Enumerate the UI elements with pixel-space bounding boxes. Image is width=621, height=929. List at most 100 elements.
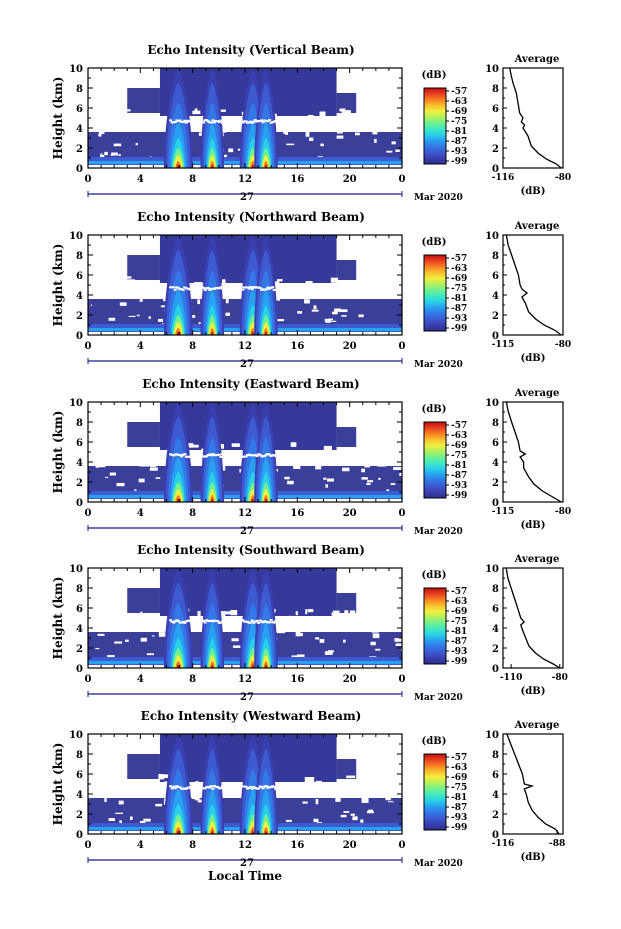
echo-gap bbox=[117, 286, 124, 289]
echo-gap bbox=[198, 122, 203, 128]
colorbar-unit: (dB) bbox=[422, 570, 447, 581]
echo-gap bbox=[190, 444, 199, 448]
melting-layer-mark bbox=[233, 287, 237, 290]
profile-y-tick-label: 0 bbox=[492, 664, 499, 675]
echo-highlayer-left bbox=[127, 88, 160, 113]
melting-layer-mark bbox=[241, 619, 245, 622]
echo-gap bbox=[115, 812, 123, 814]
melting-layer-mark bbox=[172, 286, 176, 289]
echo-gap bbox=[223, 154, 228, 158]
melting-layer-mark bbox=[192, 286, 196, 289]
colorbar-tick-label: -57 bbox=[451, 87, 467, 97]
colorbar-tick-label: -93 bbox=[451, 314, 467, 324]
melting-layer-mark bbox=[230, 619, 234, 622]
colorbar-tick-label: -69 bbox=[451, 107, 467, 117]
melting-layer-mark bbox=[178, 621, 182, 624]
echo-gap bbox=[113, 143, 122, 147]
echo-gap bbox=[394, 638, 402, 642]
melting-layer-mark bbox=[186, 455, 190, 458]
echo-gap bbox=[342, 791, 351, 795]
melting-layer-mark bbox=[261, 787, 265, 790]
echo-highlayer-right bbox=[336, 759, 357, 779]
echo-gap bbox=[225, 298, 229, 304]
x-tick-label: 20 bbox=[343, 341, 357, 352]
melting-layer-mark bbox=[222, 453, 226, 456]
melting-layer-mark bbox=[173, 120, 177, 123]
melting-layer-mark bbox=[175, 619, 179, 622]
echo-gap bbox=[127, 279, 136, 282]
colorbar-tick-label: -57 bbox=[451, 421, 467, 431]
echo-gap bbox=[158, 774, 165, 780]
melting-layer-mark bbox=[263, 620, 267, 623]
melting-layer-mark bbox=[213, 287, 217, 290]
melting-layer-mark bbox=[277, 455, 281, 458]
plume-2-layer-8 bbox=[251, 830, 255, 834]
echo-gap bbox=[324, 651, 333, 655]
profile-line bbox=[509, 67, 562, 169]
melting-layer-mark bbox=[253, 286, 257, 289]
melting-layer-mark bbox=[271, 785, 275, 788]
echo-gap bbox=[342, 467, 350, 472]
melting-layer-mark bbox=[202, 121, 206, 124]
echo-gap bbox=[349, 116, 352, 120]
echo-gap bbox=[322, 457, 333, 463]
echo-gap bbox=[103, 276, 111, 279]
colorbar-tick-label: -75 bbox=[451, 284, 467, 294]
melting-layer-mark bbox=[271, 286, 275, 289]
x-tick-label: 16 bbox=[290, 674, 304, 685]
melting-layer-mark bbox=[186, 786, 190, 789]
echo-gap bbox=[323, 477, 327, 480]
echo-gap bbox=[98, 442, 105, 447]
melting-layer-mark bbox=[253, 787, 257, 790]
echo-gap bbox=[136, 314, 140, 317]
echo-gap bbox=[111, 287, 118, 290]
colorbar-tick-label: -63 bbox=[451, 597, 467, 607]
profile-y-tick-label: 6 bbox=[492, 604, 499, 615]
melting-layer-mark bbox=[249, 785, 253, 788]
melting-layer-mark bbox=[247, 453, 251, 456]
profile-y-tick-label: 0 bbox=[492, 830, 499, 841]
melting-layer-mark bbox=[195, 621, 199, 624]
melting-layer-mark bbox=[211, 620, 215, 623]
profile-y-tick-label: 6 bbox=[492, 770, 499, 781]
echo-gap bbox=[137, 621, 145, 624]
melting-layer-mark bbox=[175, 119, 179, 122]
melting-layer-mark bbox=[257, 621, 261, 624]
echo-gap bbox=[390, 483, 396, 486]
echo-gap bbox=[145, 285, 150, 290]
y-tick-label: 10 bbox=[69, 564, 83, 575]
melting-layer-mark bbox=[189, 453, 193, 456]
plume-1-layer-8 bbox=[211, 664, 214, 668]
echo-gap bbox=[374, 776, 384, 781]
echo-gap bbox=[358, 314, 364, 318]
echo-gap bbox=[365, 460, 374, 465]
month-label: Mar 2020 bbox=[414, 527, 463, 537]
echo-gap bbox=[125, 462, 134, 466]
echo-gap bbox=[340, 309, 348, 313]
melting-layer-mark bbox=[214, 619, 218, 622]
echo-gap bbox=[281, 791, 287, 797]
profile-y-tick-label: 4 bbox=[492, 624, 499, 635]
colorbar bbox=[423, 87, 447, 165]
echo-gap bbox=[341, 451, 351, 455]
profile-x-tick-label: -80 bbox=[552, 673, 568, 683]
echo-gap bbox=[331, 612, 337, 616]
melting-layer-mark bbox=[255, 120, 259, 123]
melting-layer-mark bbox=[184, 455, 188, 458]
echo-gap bbox=[280, 285, 288, 291]
y-tick-label: 6 bbox=[76, 271, 83, 282]
colorbar bbox=[423, 587, 447, 665]
heatmap-field bbox=[88, 402, 402, 502]
echo-gap bbox=[372, 633, 380, 639]
x-tick-label: 0 bbox=[85, 674, 92, 685]
echo-gap bbox=[339, 108, 346, 112]
melting-layer-mark bbox=[274, 454, 278, 457]
echo-gap bbox=[155, 477, 161, 479]
melting-layer-mark bbox=[173, 288, 177, 291]
y-tick-label: 8 bbox=[76, 251, 83, 262]
melting-layer-mark bbox=[198, 785, 202, 788]
echo-gap bbox=[377, 293, 385, 298]
y-tick-label: 0 bbox=[76, 164, 83, 175]
melting-layer-mark bbox=[228, 455, 232, 458]
melting-layer-mark bbox=[197, 288, 201, 291]
